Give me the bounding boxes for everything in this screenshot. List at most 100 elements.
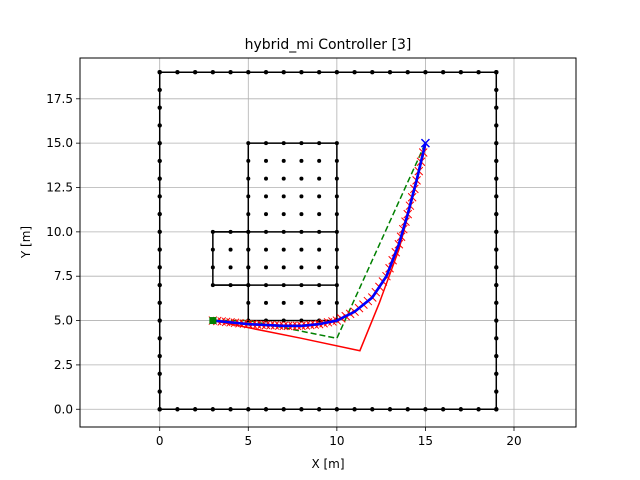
executed-trajectory-line-top: [212, 142, 427, 328]
obstacle-point: [299, 194, 304, 199]
x-tick-label: 10: [329, 434, 344, 448]
boundary-point: [157, 371, 162, 376]
boundary-point: [494, 176, 499, 181]
boundary-point: [387, 407, 393, 412]
plot-frame: [79, 57, 577, 428]
boundary-point: [157, 140, 162, 146]
boundary-point: [157, 87, 162, 93]
boundary-point: [494, 318, 499, 323]
obstacle-point: [317, 141, 322, 146]
obstacle-point: [317, 158, 322, 163]
boundary-point: [263, 407, 269, 412]
boundary-point: [175, 407, 180, 412]
boundary-point: [210, 407, 216, 412]
boundary-point: [494, 389, 499, 394]
x-axis-label: X [m]: [311, 457, 344, 471]
obstacle-point: [317, 265, 322, 270]
obstacle-point: [299, 265, 304, 270]
x-tick-label: 15: [418, 434, 433, 448]
obstacle-point: [334, 247, 339, 252]
boundary-point: [494, 69, 499, 75]
boundary-point: [476, 407, 481, 412]
boundary-point: [157, 407, 162, 412]
obstacle-point: [299, 212, 304, 217]
boundary-point: [157, 353, 162, 359]
obstacle-point: [281, 247, 286, 252]
obstacle-point: [228, 247, 233, 252]
obstacle-point: [334, 194, 339, 199]
boundary-point: [334, 407, 340, 412]
boundary-point: [246, 69, 251, 75]
boundary-point: [157, 265, 162, 270]
boundary-point: [494, 105, 499, 110]
boundary-point: [494, 229, 499, 235]
chart-title: hybrid_mi Controller [3]: [245, 37, 412, 53]
obstacle-point: [299, 141, 304, 146]
boundary-point: [192, 69, 198, 75]
obstacle-point: [246, 300, 251, 305]
y-axis-label: Y [m]: [19, 226, 33, 259]
boundary-point: [316, 407, 322, 412]
obstacle-point: [299, 300, 304, 305]
obstacle-point: [246, 212, 251, 217]
boundary-point: [440, 69, 446, 75]
boundary-point: [299, 407, 304, 412]
boundary-point: [423, 407, 428, 412]
y-tick-label: 5.0: [54, 314, 73, 328]
obstacle-point: [264, 265, 268, 270]
obstacle-point: [228, 265, 233, 270]
obstacle-point: [246, 141, 251, 146]
plot-content: [157, 69, 499, 412]
boundary-point: [334, 69, 340, 75]
boundary-point: [157, 300, 162, 306]
start-marker: [209, 317, 217, 325]
boundary-point: [423, 69, 428, 75]
boundary-point: [157, 176, 162, 181]
boundary-point: [494, 158, 499, 164]
boundary-point: [157, 69, 162, 75]
y-tick-label: 7.5: [54, 269, 73, 283]
obstacle-point: [334, 265, 339, 270]
boundary-point: [440, 407, 446, 412]
obstacle-point: [281, 212, 286, 217]
obstacle-point: [334, 141, 339, 146]
boundary-point: [458, 69, 464, 75]
x-tick-label: 0: [156, 434, 164, 448]
obstacle-point: [281, 300, 286, 305]
boundary-point: [157, 389, 162, 394]
obstacle-point: [264, 176, 268, 181]
y-tick-label: 0.0: [54, 402, 73, 416]
boundary-point: [494, 123, 499, 128]
obstacle-point: [317, 300, 322, 305]
boundary-point: [157, 229, 162, 235]
boundary-point: [494, 282, 499, 288]
boundary-point: [370, 407, 375, 412]
obstacle-point: [334, 300, 339, 305]
boundary-point: [157, 211, 162, 217]
boundary-point: [157, 105, 162, 110]
boundary-point: [192, 407, 198, 412]
x-tick-label: 5: [244, 434, 252, 448]
obstacle-point: [246, 265, 251, 270]
obstacle-point: [264, 247, 268, 252]
boundary-point: [157, 318, 162, 323]
obstacle-point: [210, 265, 215, 270]
y-tick-label: 10.0: [46, 225, 73, 239]
boundary-point: [476, 69, 481, 75]
obstacle-point: [246, 247, 251, 252]
obstacle-point: [264, 194, 268, 199]
boundary-point: [281, 69, 286, 75]
obstacle-point: [264, 158, 268, 163]
obstacle-point: [317, 247, 322, 252]
obstacle-point: [299, 158, 304, 163]
boundary-point: [299, 69, 304, 75]
boundary-point: [405, 407, 410, 412]
axis-ticks: 0 5 10 15 20 0.0 2.5 5.0 7.5 10.0 12.5 15.0 17.5: [46, 92, 521, 448]
obstacle-point: [264, 212, 268, 217]
obstacle-point: [264, 141, 268, 146]
boundary-point: [370, 69, 375, 75]
boundary-point: [405, 69, 410, 75]
boundary-point: [157, 123, 162, 128]
y-tick-label: 15.0: [46, 136, 73, 150]
